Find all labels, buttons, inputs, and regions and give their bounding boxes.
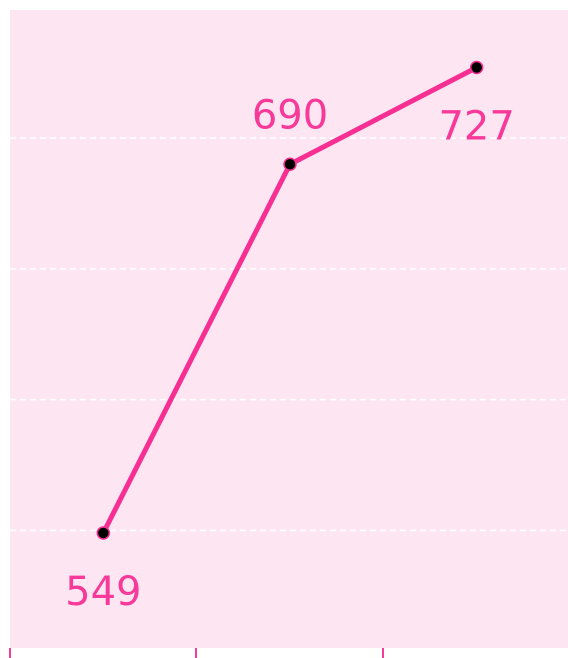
data-label: 549	[65, 569, 141, 615]
point	[283, 157, 297, 172]
data-label: 727	[438, 104, 514, 150]
point	[469, 60, 484, 75]
data-label: 690	[252, 92, 328, 138]
plot-area	[10, 10, 568, 648]
point	[96, 526, 111, 540]
